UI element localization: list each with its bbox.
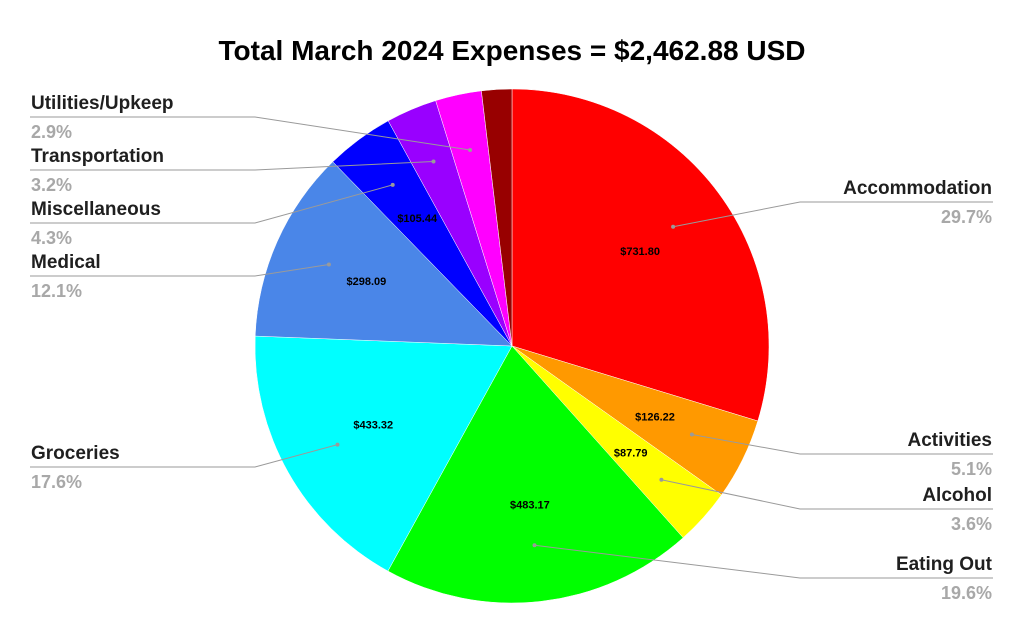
pie-slice-accommodation — [511, 88, 770, 422]
leader-line-accommodation — [673, 201, 993, 228]
pie-slice-eating-out — [387, 345, 684, 604]
value-label-groceries: $433.32 — [353, 419, 393, 431]
value-label-accommodation: $731.80 — [620, 246, 660, 258]
leader-lines — [30, 116, 993, 579]
leader-line-groceries — [30, 444, 338, 468]
value-label-miscellaneous: $105.44 — [397, 213, 438, 225]
category-label-transportation: Transportation — [31, 146, 164, 167]
leader-line-eating-out — [534, 544, 993, 579]
pie-slice-other-9 — [481, 88, 513, 347]
value-label-medical: $298.09 — [347, 276, 387, 288]
leader-line-transportation — [30, 161, 434, 171]
percent-label-eating-out: 19.6% — [941, 583, 992, 603]
category-label-eating-out: Eating Out — [896, 554, 993, 575]
leader-line-miscellaneous — [30, 184, 393, 224]
percent-label-transportation: 3.2% — [31, 175, 72, 195]
value-label-eating-out: $483.17 — [510, 499, 550, 511]
category-labels: Accommodation 29.7% Activities 5.1% Alcohol 3… — [31, 93, 993, 603]
percent-label-miscellaneous: 4.3% — [31, 228, 72, 248]
percent-label-accommodation: 29.7% — [941, 207, 992, 227]
percent-label-utilities-upkeep: 2.9% — [31, 122, 72, 142]
leader-line-utilities-upkeep — [30, 116, 471, 151]
category-label-medical: Medical — [31, 252, 101, 273]
pie-slice-groceries — [254, 335, 513, 572]
percent-label-alcohol: 3.6% — [951, 514, 992, 534]
value-labels: $731.80 $126.22 $87.79 $483.17 $433.32 $298.0… — [347, 213, 675, 511]
category-label-alcohol: Alcohol — [922, 485, 992, 506]
chart-title: Total March 2024 Expenses = $2,462.88 US… — [218, 35, 805, 66]
value-label-alcohol: $87.79 — [614, 447, 648, 459]
value-label-activities: $126.22 — [635, 411, 675, 423]
category-label-utilities-upkeep: Utilities/Upkeep — [31, 93, 174, 114]
percent-label-medical: 12.1% — [31, 281, 82, 301]
category-label-accommodation: Accommodation — [843, 178, 992, 199]
pie-slice-medical — [254, 161, 513, 347]
leader-line-medical — [30, 264, 329, 277]
percent-label-activities: 5.1% — [951, 459, 992, 479]
leader-line-activities — [691, 434, 993, 455]
category-label-groceries: Groceries — [31, 443, 120, 464]
category-label-activities: Activities — [908, 430, 992, 451]
category-label-miscellaneous: Miscellaneous — [31, 199, 161, 220]
percent-label-groceries: 17.6% — [31, 472, 82, 492]
leader-line-alcohol — [661, 479, 993, 510]
pie-slices — [254, 88, 770, 604]
